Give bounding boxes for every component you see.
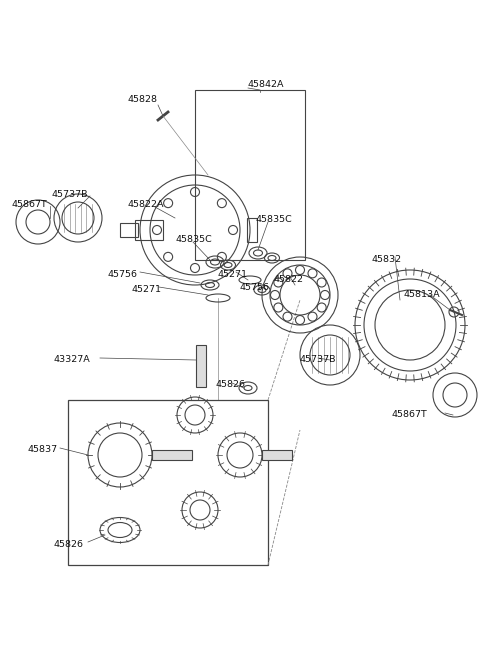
Text: 45828: 45828 [128,95,158,104]
Text: 45756: 45756 [108,270,138,279]
Text: 45737B: 45737B [300,355,336,364]
Text: 45822: 45822 [274,275,304,284]
Bar [195,90,305,260]
Text: 45813A: 45813A [403,290,440,299]
Text: 45271: 45271 [131,285,161,294]
Text: 45867T: 45867T [392,410,428,419]
Text: 45756: 45756 [240,283,270,292]
Bar [68,400,268,565]
Text: 45835C: 45835C [255,215,292,224]
Text: 45826: 45826 [53,540,83,549]
Bar [262,450,292,460]
Bar [247,218,257,242]
Text: 45832: 45832 [372,255,402,264]
Text: 45867T: 45867T [12,200,48,209]
Text: 45822A: 45822A [128,200,165,209]
Text: 45737B: 45737B [52,190,88,199]
Text: 45842A: 45842A [248,80,285,89]
Text: 43327A: 43327A [53,355,90,364]
Text: 45837: 45837 [27,445,57,454]
Bar [120,223,138,237]
Bar [196,345,206,387]
Text: 45826: 45826 [215,380,245,389]
Text: 45835C: 45835C [175,235,212,244]
Bar [135,220,163,240]
Text: 45271: 45271 [218,270,248,279]
Bar [152,450,192,460]
